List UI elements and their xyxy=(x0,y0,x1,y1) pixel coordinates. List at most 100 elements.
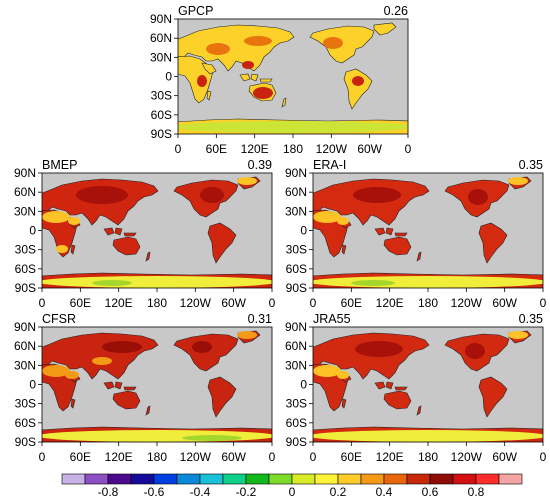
lon-tick-label: 60E xyxy=(341,296,362,310)
panel-value-gpcp: 0.26 xyxy=(384,4,408,18)
lat-tick-label: 30S xyxy=(15,243,36,257)
colorbar-label: 0.6 xyxy=(422,485,439,497)
lon-tick-label: 0 xyxy=(269,296,276,310)
lat-tick-label: 0 xyxy=(300,224,307,238)
colorbar-swatch xyxy=(498,473,523,485)
lat-tick-label: 30N xyxy=(14,358,36,372)
lon-tick-label: 60W xyxy=(221,450,246,464)
map-panel-erai xyxy=(312,172,544,289)
colorbar-swatch xyxy=(84,473,109,485)
panel-value-erai: 0.35 xyxy=(519,158,543,172)
colorbar-label: 0 xyxy=(289,485,296,497)
lat-tick-label: 0 xyxy=(300,378,307,392)
colorbar-swatch xyxy=(130,473,155,485)
lat-tick-label: 30N xyxy=(14,204,36,218)
lat-tick-label: 60S xyxy=(15,416,36,430)
panel-value-cfsr: 0.31 xyxy=(248,312,272,326)
colorbar-swatch xyxy=(475,473,500,485)
lat-tick-label: 90S xyxy=(286,435,307,449)
lon-tick-label: 120E xyxy=(376,296,404,310)
lat-tick-label: 90N xyxy=(150,12,172,26)
lat-tick-label: 90N xyxy=(14,166,36,180)
lon-tick-label: 0 xyxy=(310,450,317,464)
colorbar-swatch xyxy=(314,473,339,485)
lon-tick-label: 180 xyxy=(418,296,438,310)
lon-tick-label: 120W xyxy=(316,142,348,156)
lon-tick-label: 180 xyxy=(418,450,438,464)
lat-tick-label: 0 xyxy=(29,224,36,238)
panel-title-jra55: JRA55 xyxy=(313,312,351,326)
colorbar: -0.8 -0.6 -0.4 -0.2 0 0.2 0.4 0.6 0.8 xyxy=(61,473,523,497)
colorbar-swatch xyxy=(337,473,362,485)
colorbar-swatch xyxy=(291,473,316,485)
colorbar-swatch xyxy=(199,473,224,485)
panel-title-cfsr: CFSR xyxy=(42,312,76,326)
lon-tick-label: 60W xyxy=(492,450,517,464)
lat-tick-label: 90S xyxy=(15,281,36,295)
colorbar-swatch xyxy=(360,473,385,485)
lon-tick-label: 120W xyxy=(180,450,212,464)
lat-tick-label: 60N xyxy=(14,339,36,353)
lat-tick-label: 60S xyxy=(15,262,36,276)
lon-tick-label: 0 xyxy=(39,450,46,464)
lat-tick-label: 30S xyxy=(286,243,307,257)
lon-tick-label: 0 xyxy=(540,296,547,310)
lon-tick-label: 0 xyxy=(269,450,276,464)
colorbar-swatch xyxy=(383,473,408,485)
lat-tick-label: 60S xyxy=(286,262,307,276)
lon-tick-label: 180 xyxy=(147,450,167,464)
lat-tick-label: 90N xyxy=(14,320,36,334)
lon-tick-label: 120E xyxy=(241,142,269,156)
lat-tick-label: 0 xyxy=(29,378,36,392)
lat-tick-label: 30S xyxy=(286,397,307,411)
colorbar-label: -0.2 xyxy=(236,485,257,497)
lon-tick-label: 60E xyxy=(70,296,91,310)
lon-tick-label: 0 xyxy=(39,296,46,310)
lon-tick-label: 60W xyxy=(492,296,517,310)
colorbar-label: 0.2 xyxy=(330,485,347,497)
colorbar-label: -0.4 xyxy=(190,485,211,497)
lat-tick-label: 0 xyxy=(165,70,172,84)
lat-tick-label: 60N xyxy=(285,185,307,199)
colorbar-swatch xyxy=(176,473,201,485)
lat-tick-label: 60N xyxy=(285,339,307,353)
colorbar-swatch xyxy=(429,473,454,485)
colorbar-label: -0.8 xyxy=(98,485,119,497)
colorbar-label: -0.6 xyxy=(144,485,165,497)
map-panel-bmep xyxy=(41,172,273,289)
lat-tick-label: 90S xyxy=(286,281,307,295)
colorbar-swatch xyxy=(61,473,86,485)
colorbar-swatch xyxy=(222,473,247,485)
panel-value-jra55: 0.35 xyxy=(519,312,543,326)
lon-tick-label: 0 xyxy=(405,142,412,156)
colorbar-swatch xyxy=(268,473,293,485)
colorbar-label: 0.8 xyxy=(468,485,485,497)
lon-tick-label: 120E xyxy=(105,450,133,464)
lat-tick-label: 90S xyxy=(151,127,172,141)
lat-tick-label: 60S xyxy=(286,416,307,430)
colorbar-swatch xyxy=(153,473,178,485)
lat-tick-label: 90N xyxy=(285,320,307,334)
panel-title-gpcp: GPCP xyxy=(178,4,213,18)
lat-tick-label: 30N xyxy=(285,358,307,372)
lon-tick-label: 60W xyxy=(357,142,382,156)
lon-tick-label: 60E xyxy=(206,142,227,156)
lon-tick-label: 0 xyxy=(175,142,182,156)
lon-tick-label: 120E xyxy=(105,296,133,310)
lon-tick-label: 180 xyxy=(283,142,303,156)
lat-tick-label: 60S xyxy=(151,108,172,122)
panel-value-bmep: 0.39 xyxy=(248,158,272,172)
colorbar-swatch xyxy=(245,473,270,485)
colorbar-swatch xyxy=(107,473,132,485)
map-panel-jra55 xyxy=(312,326,544,443)
lat-tick-label: 60N xyxy=(14,185,36,199)
lon-tick-label: 120W xyxy=(451,296,483,310)
colorbar-swatch xyxy=(452,473,477,485)
lon-tick-label: 0 xyxy=(540,450,547,464)
lat-tick-label: 90N xyxy=(285,166,307,180)
map-panel-cfsr xyxy=(41,326,273,443)
map-panel-gpcp xyxy=(177,18,409,135)
lat-tick-label: 90S xyxy=(15,435,36,449)
panel-title-bmep: BMEP xyxy=(42,158,77,172)
